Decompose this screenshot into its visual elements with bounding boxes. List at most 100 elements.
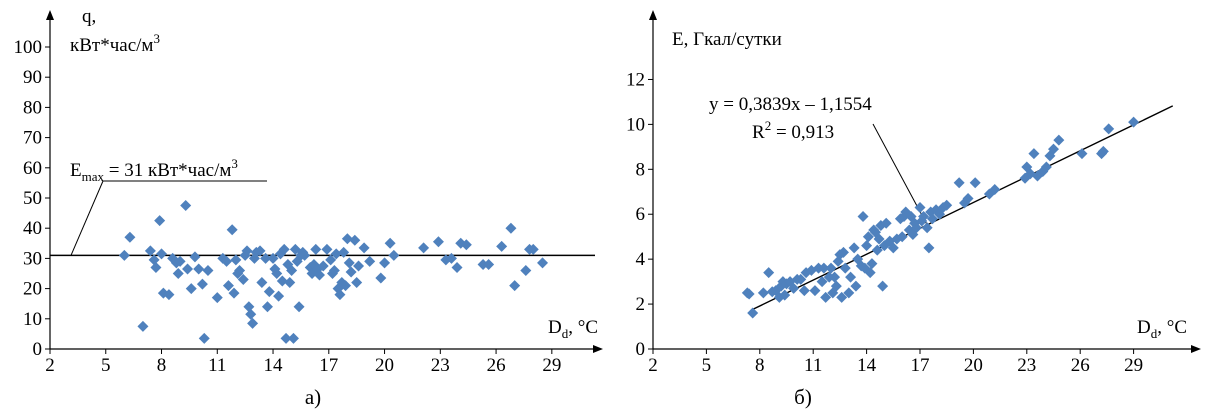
data-point (496, 240, 508, 252)
x-axis-label: Dd, °C (1137, 317, 1187, 341)
data-point (287, 332, 299, 344)
data-point (256, 277, 268, 289)
x-tick-label: 26 (487, 355, 506, 376)
y-tick-label: 4 (636, 249, 646, 270)
data-point (830, 280, 842, 292)
data-point (887, 242, 899, 254)
x-tick-label: 29 (1124, 355, 1143, 376)
data-point (310, 243, 322, 255)
data-point (202, 264, 214, 276)
data-point (325, 254, 337, 266)
data-point (211, 292, 223, 304)
x-tick-label: 26 (1071, 355, 1090, 376)
data-point (247, 317, 259, 329)
y-tick-label: 60 (23, 158, 42, 179)
x-tick-label: 8 (157, 355, 167, 376)
y-tick-label: 40 (23, 218, 42, 239)
data-point (273, 290, 285, 302)
data-point (451, 261, 463, 273)
data-point (222, 280, 234, 292)
y-tick-label: 10 (626, 114, 645, 135)
data-point (918, 210, 930, 222)
data-point (196, 278, 208, 290)
data-point (1028, 148, 1040, 160)
x-tick-label: 2 (45, 355, 55, 376)
data-point (172, 268, 184, 279)
data-point (520, 264, 532, 276)
data-point (866, 258, 878, 270)
data-point (837, 246, 849, 258)
data-point (189, 251, 201, 263)
series-points (118, 200, 549, 344)
data-point (271, 268, 283, 279)
x-axis-label: Dd, °C (548, 317, 598, 341)
data-point (880, 217, 892, 229)
y-tick-label: 2 (636, 294, 646, 315)
data-point (241, 245, 253, 257)
data-point (861, 240, 873, 252)
data-point (845, 271, 857, 283)
data-point (1076, 148, 1088, 160)
data-point (353, 260, 365, 272)
y-axis-arrow (649, 10, 657, 20)
data-point (260, 252, 272, 264)
data-point (747, 307, 759, 319)
data-point (263, 286, 275, 298)
x-tick-label: 17 (319, 355, 338, 376)
x-tick-label: 5 (702, 355, 712, 376)
data-point (226, 224, 238, 236)
data-point (871, 244, 883, 256)
data-point (198, 332, 210, 344)
y-axis-label: E, Гкал/сутки (672, 29, 782, 50)
data-point (364, 255, 376, 267)
x-tick-label: 2 (648, 355, 658, 376)
data-point (341, 233, 353, 245)
data-point (969, 177, 981, 189)
data-point (163, 289, 175, 301)
data-point (375, 272, 387, 284)
data-point (174, 255, 186, 267)
data-point (857, 210, 869, 222)
data-point (1053, 134, 1065, 146)
data-point (351, 277, 363, 289)
x-axis-arrow (1191, 345, 1201, 353)
x-tick-label: 5 (101, 355, 111, 376)
data-point (388, 249, 400, 261)
data-point (527, 243, 539, 255)
data-point (314, 269, 325, 281)
data-point (278, 243, 290, 255)
x-tick-label: 23 (431, 355, 450, 376)
data-point (743, 288, 755, 300)
y-tick-label: 90 (23, 67, 42, 88)
data-point (941, 199, 953, 211)
data-point (460, 239, 472, 251)
chart-caption: а) (305, 385, 321, 409)
data-point (989, 184, 1001, 196)
y-tick-label: 12 (626, 69, 645, 90)
trend-line (750, 105, 1174, 311)
data-point (445, 252, 457, 264)
x-tick-label: 8 (755, 355, 765, 376)
y-tick-label: 0 (636, 339, 646, 360)
x-tick-label: 20 (964, 355, 983, 376)
data-point (788, 282, 800, 294)
data-point (180, 200, 192, 212)
x-tick-label: 14 (264, 355, 284, 376)
data-point (124, 231, 136, 243)
data-point (779, 289, 791, 301)
data-point (245, 308, 257, 320)
data-point (185, 283, 197, 295)
data-point (338, 246, 350, 258)
data-point (118, 249, 130, 261)
y-tick-label: 10 (23, 309, 42, 330)
data-point (321, 243, 333, 255)
data-point (537, 257, 549, 269)
data-point (953, 177, 965, 189)
chart-caption: б) (794, 385, 812, 409)
data-point (334, 289, 346, 301)
data-point (432, 236, 444, 248)
data-point (340, 280, 352, 292)
data-point (1103, 123, 1115, 135)
